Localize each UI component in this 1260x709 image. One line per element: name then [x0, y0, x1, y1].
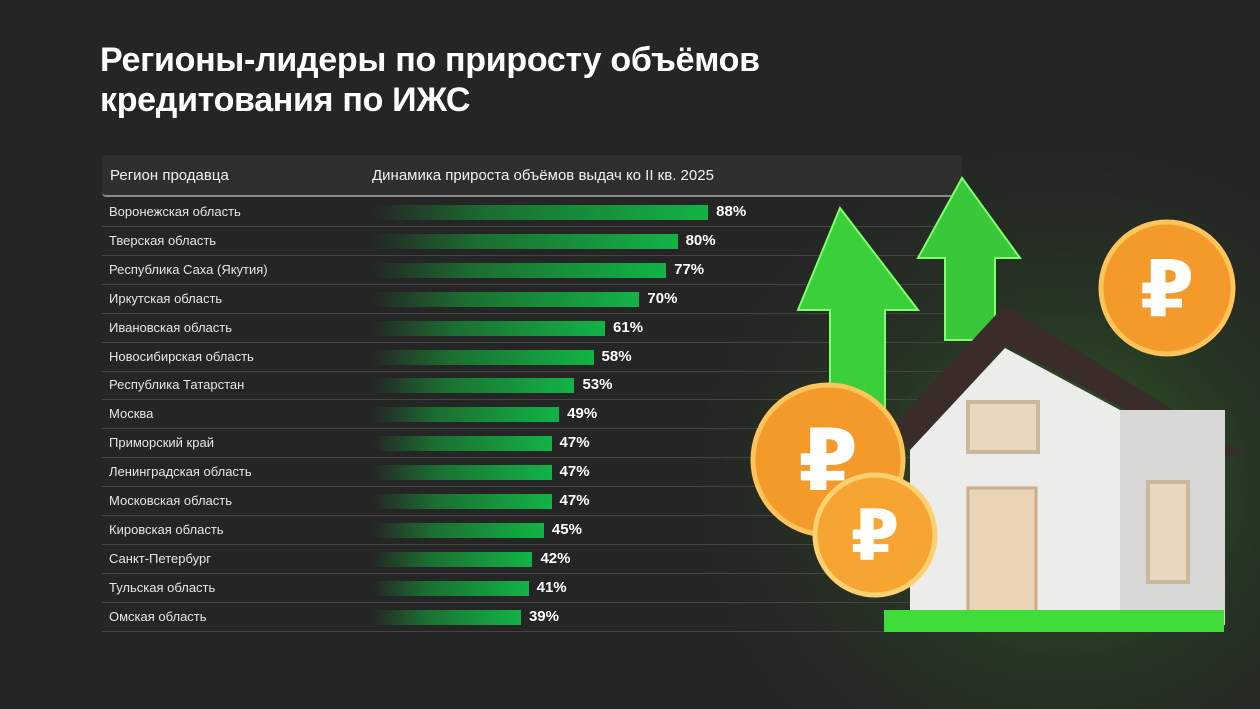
data-label: 58%	[601, 347, 632, 365]
data-label: 53%	[582, 376, 613, 394]
region-label: Ивановская область	[109, 319, 232, 335]
table-row: Ивановская область 61%	[102, 314, 945, 343]
title-line-1: Регионы-лидеры по приросту объёмов	[100, 41, 760, 79]
bar	[372, 436, 552, 452]
bar	[372, 233, 678, 249]
data-label: 61%	[613, 318, 644, 336]
table-row: Кировская область 45%	[102, 516, 945, 545]
ruble-coin-icon: ₽	[1098, 219, 1236, 357]
bar	[372, 320, 606, 336]
table-row: Московская область 47%	[102, 487, 945, 516]
data-label: 41%	[536, 578, 567, 596]
bar	[372, 378, 575, 394]
column-header-region: Регион продавца	[110, 167, 229, 184]
region-label: Тульская область	[109, 579, 216, 595]
region-label: Санкт-Петербург	[109, 550, 211, 566]
house-base	[884, 610, 1224, 632]
window	[1146, 480, 1190, 584]
region-label: Республика Татарстан	[109, 377, 245, 393]
bar	[372, 349, 594, 365]
svg-text:₽: ₽	[1140, 245, 1194, 335]
bar	[372, 205, 709, 220]
region-label: Ленинградская область	[109, 464, 252, 480]
table-row: Тульская область 41%	[102, 574, 945, 603]
bar	[372, 580, 529, 596]
table-row: Воронежская область 88%	[102, 198, 945, 227]
ruble-coin-icon: ₽	[812, 472, 938, 598]
table-row: Москва 49%	[102, 400, 945, 430]
bar	[372, 407, 560, 423]
column-header-dynamics: Динамика прироста объёмов выдач ко II кв…	[372, 167, 714, 184]
table-row: Тверская область 80%	[102, 227, 945, 256]
bar	[372, 465, 552, 481]
region-label: Кировская область	[109, 521, 224, 537]
house-illustration: ₽ ₽ ₽	[750, 176, 1245, 632]
data-label: 47%	[559, 463, 590, 481]
table-row: Санкт-Петербург 42%	[102, 545, 945, 574]
door	[966, 486, 1038, 627]
data-label: 47%	[559, 434, 590, 452]
region-label: Москва	[109, 406, 154, 422]
window	[966, 400, 1040, 454]
data-label: 39%	[528, 607, 559, 625]
data-label: 45%	[551, 520, 582, 538]
page-title: Регионы-лидеры по приросту объёмов креди…	[100, 40, 760, 120]
title-line-2: кредитования по ИЖС	[100, 81, 471, 119]
table-row: Омская область 39%	[102, 603, 945, 632]
region-label: Республика Саха (Якутия)	[109, 261, 268, 277]
table-row: Приморский край 47%	[102, 429, 945, 459]
table-row: Иркутская область 70%	[102, 285, 945, 314]
data-label: 77%	[674, 260, 705, 278]
svg-text:₽: ₽	[851, 495, 900, 577]
bar	[372, 609, 521, 625]
table-row: Ленинградская область 47%	[102, 458, 945, 488]
bar	[372, 291, 640, 307]
arrow-up-icon	[916, 176, 1022, 341]
table-row: Республика Саха (Якутия) 77%	[102, 256, 945, 285]
region-label: Воронежская область	[109, 204, 241, 219]
region-label: Московская область	[109, 493, 233, 508]
data-label: 49%	[567, 405, 598, 423]
region-label: Омская область	[109, 608, 207, 624]
region-label: Новосибирская область	[109, 348, 254, 364]
region-label: Приморский край	[109, 435, 214, 451]
table-row: Республика Татарстан 53%	[102, 371, 945, 401]
bar	[372, 262, 667, 278]
table-row: Новосибирская область 58%	[102, 343, 945, 372]
data-label: 47%	[559, 492, 590, 509]
bar	[372, 494, 552, 509]
table-header: Регион продавца Динамика прироста объёмо…	[102, 155, 962, 197]
bar	[372, 551, 533, 567]
bar	[372, 522, 544, 538]
data-label: 70%	[647, 289, 678, 307]
data-label: 88%	[716, 203, 747, 220]
data-label: 42%	[540, 549, 571, 567]
region-label: Тверская область	[109, 232, 217, 248]
region-label: Иркутская область	[109, 290, 223, 306]
data-label: 80%	[685, 231, 716, 249]
